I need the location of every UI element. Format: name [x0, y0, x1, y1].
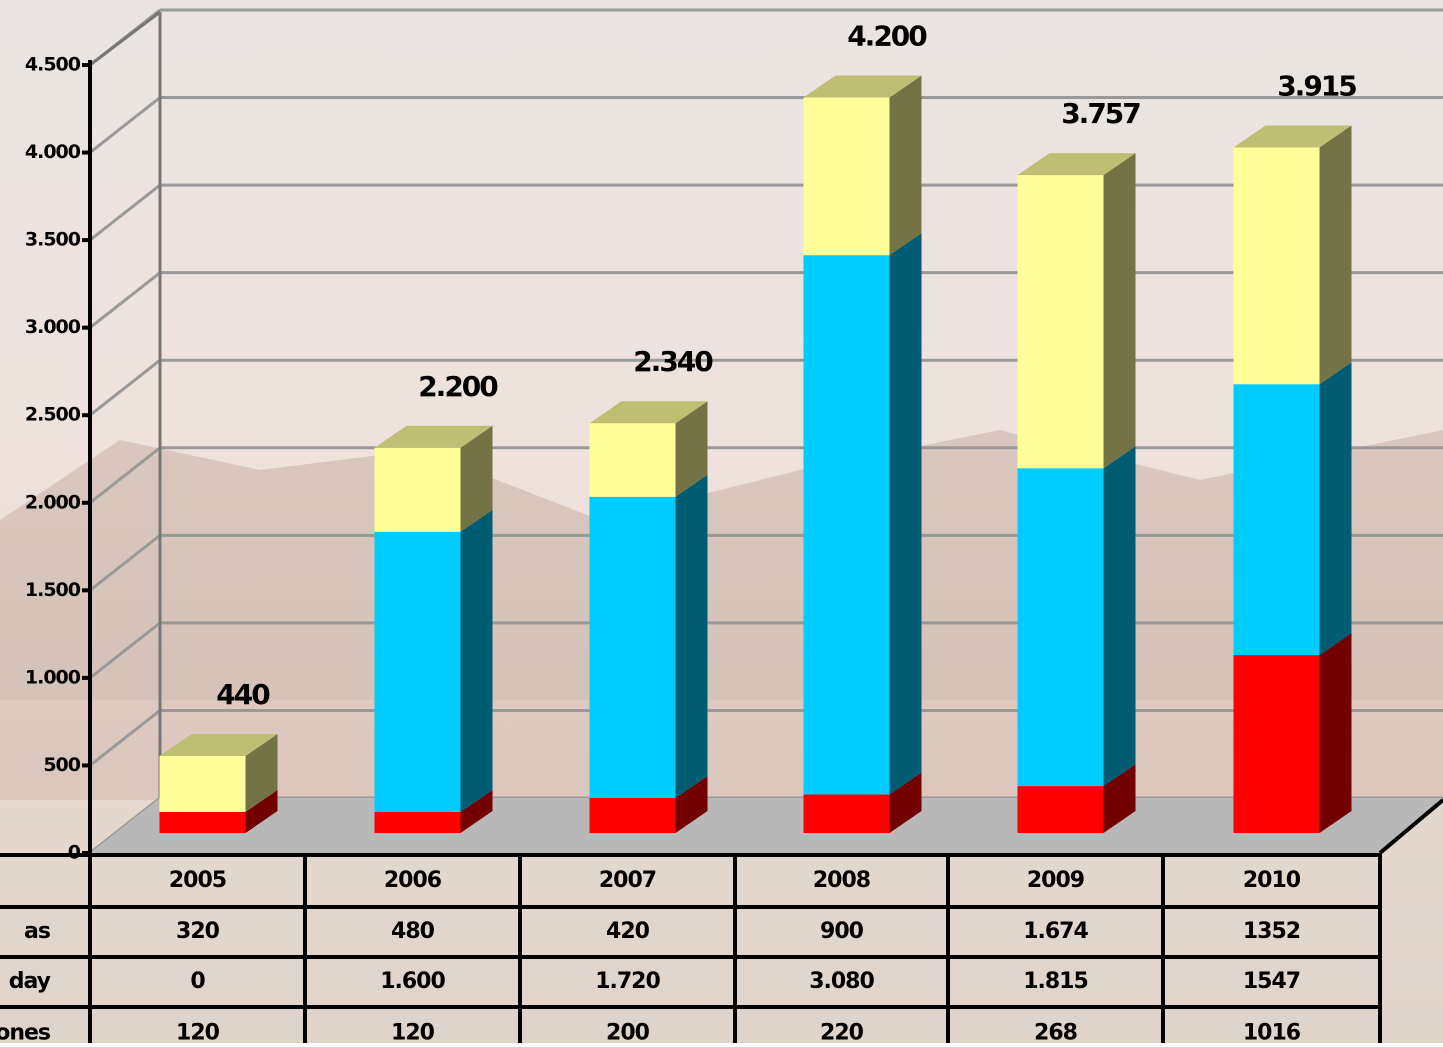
bar-side [890, 76, 922, 256]
bar-segment [1018, 468, 1104, 786]
table-cell: 120 [391, 1021, 435, 1044]
bar-side [890, 233, 922, 794]
y-tick-label: 4.500 [25, 54, 81, 76]
y-tick-label: 3.500 [25, 229, 81, 251]
total-label: 4.200 [847, 20, 927, 53]
bar-side [1104, 446, 1136, 786]
table-cell: 0 [190, 969, 205, 994]
total-label: 3.915 [1277, 69, 1356, 102]
table-cell: 1016 [1243, 1021, 1301, 1044]
table-cell: 1.815 [1023, 969, 1088, 994]
bar-side [1104, 153, 1136, 468]
bar-segment [804, 255, 890, 794]
bar-side [1320, 125, 1352, 384]
bar-segment [804, 98, 890, 256]
table-cell: 320 [176, 919, 220, 944]
bar-side [1320, 362, 1352, 655]
column-header: 2005 [169, 868, 226, 893]
bar-side [461, 510, 493, 812]
chart: 440 2.200 2.340 4.200 3.757 3.915 2005 320 0 120… [0, 0, 1443, 1043]
table-cell: 220 [820, 1021, 864, 1044]
bar-segment [375, 448, 461, 532]
table-cell: 900 [820, 919, 864, 944]
row-label: ciones [0, 1021, 51, 1044]
y-tick-label: 1.000 [25, 666, 81, 688]
total-label: 440 [216, 678, 270, 711]
bar-segment [1234, 384, 1320, 655]
table-cell: 1.720 [595, 969, 660, 994]
column-header: 2008 [813, 868, 870, 893]
row-label: day [9, 969, 51, 994]
bar-segment [590, 798, 676, 833]
table-cell: 420 [606, 919, 650, 944]
table-cell: 1547 [1243, 969, 1300, 994]
total-label: 3.757 [1061, 97, 1140, 130]
column-header: 2010 [1243, 868, 1301, 893]
bar-side [676, 475, 708, 798]
table-cell: 268 [1034, 1021, 1077, 1044]
y-tick-label: 0 [68, 842, 81, 864]
column-header: 2009 [1027, 868, 1084, 893]
bar-segment [1018, 175, 1104, 468]
row-label: as [24, 919, 51, 944]
y-tick-label: 1.500 [25, 579, 81, 601]
bar-segment [375, 812, 461, 833]
total-label: 2.340 [633, 345, 713, 378]
table-cell: 1.600 [380, 969, 445, 994]
table-cell: 480 [391, 919, 435, 944]
y-tick-label: 500 [43, 754, 80, 776]
bar-segment [1234, 655, 1320, 833]
table-cell: 1.674 [1023, 919, 1088, 944]
page: {"chart_data": {"type": "stacked-bar-3d"… [0, 0, 1443, 1043]
y-tick-label: 2.000 [25, 491, 81, 513]
bar-segment [160, 756, 246, 812]
y-tick-label: 3.000 [25, 316, 81, 338]
bar-segment [804, 794, 890, 833]
bar-side [1320, 633, 1352, 833]
bar-segment [1234, 147, 1320, 384]
bar-segment [1018, 786, 1104, 833]
table-cell: 200 [606, 1021, 650, 1044]
y-tick-label: 4.000 [25, 141, 81, 163]
table-cell: 120 [176, 1021, 220, 1044]
column-header: 2007 [599, 868, 656, 893]
table-cell: 3.080 [809, 969, 874, 994]
bar-segment [590, 497, 676, 798]
bar-segment [160, 812, 246, 833]
table-cell: 1352 [1243, 919, 1300, 944]
bar-segment [375, 532, 461, 812]
y-tick-label: 2.500 [25, 404, 81, 426]
total-label: 2.200 [418, 370, 498, 403]
bar-segment [590, 423, 676, 497]
column-header: 2006 [384, 868, 442, 893]
